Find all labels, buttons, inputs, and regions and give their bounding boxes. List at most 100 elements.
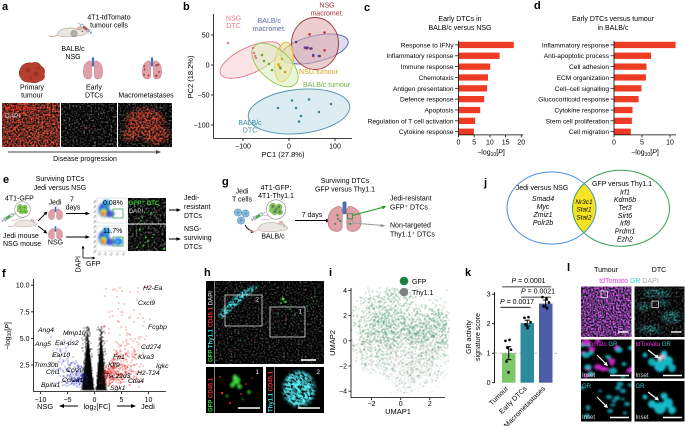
svg-text:Tet3: Tet3: [618, 205, 631, 212]
svg-text:Inset: Inset: [636, 415, 649, 421]
svg-text:Trim30b: Trim30b: [34, 362, 59, 369]
svg-text:GFP: GFP: [86, 261, 101, 268]
svg-text:DTC: DTC: [652, 267, 666, 274]
svg-text:Glucocorticoid response: Glucocorticoid response: [538, 97, 609, 104]
svg-text:ECM organization: ECM organization: [557, 75, 610, 82]
svg-text:Igkc: Igkc: [156, 363, 169, 370]
svg-text:DTCs: DTCs: [85, 93, 103, 100]
svg-text:15: 15: [502, 139, 510, 146]
svg-text:GFP Thy1.1 CD45.1 DAPI: GFP Thy1.1 CD45.1 DAPI: [209, 291, 215, 362]
svg-text:Mmp10: Mmp10: [63, 330, 86, 337]
svg-text:Stat2: Stat2: [576, 214, 592, 221]
svg-text:BALB/c tumour: BALB/c tumour: [303, 82, 351, 89]
svg-text:f: f: [2, 268, 6, 280]
svg-text:Defence response: Defence response: [400, 97, 454, 104]
svg-text:Ear-ps2: Ear-ps2: [55, 340, 79, 347]
svg-text:Anti-apoptotic process: Anti-apoptotic process: [544, 53, 610, 60]
svg-text:−4: −4: [339, 389, 347, 396]
svg-text:Thy1.1: Thy1.1: [412, 290, 434, 297]
svg-text:P = 0.0001: P = 0.0001: [512, 278, 546, 285]
svg-text:PC1 (27.8%): PC1 (27.8%): [262, 150, 305, 159]
svg-text:d: d: [534, 0, 541, 12]
svg-text:Ear10: Ear10: [52, 352, 70, 359]
svg-text:Primary: Primary: [20, 85, 45, 92]
svg-text:H2-T24: H2-T24: [137, 370, 160, 377]
svg-text:DTCs: DTCs: [184, 213, 202, 220]
svg-text:Myc: Myc: [537, 204, 550, 211]
svg-text:Stem cell proliferation: Stem cell proliferation: [546, 118, 610, 125]
svg-text:5: 5: [640, 139, 644, 146]
svg-text:7.5: 7.5: [20, 309, 30, 316]
svg-text:Stat1: Stat1: [576, 207, 592, 214]
svg-text:Jedi versus NSG: Jedi versus NSG: [34, 185, 87, 192]
svg-text:k: k: [465, 267, 472, 279]
svg-text:Inflammatory response: Inflammatory response: [386, 53, 453, 60]
svg-text:−log10[P]: −log10[P]: [5, 322, 13, 350]
svg-text:GR: GR: [636, 384, 646, 390]
svg-text:Immune response: Immune response: [401, 64, 454, 71]
svg-text:BALB/c: BALB/c: [61, 46, 85, 53]
svg-text:Inset: Inset: [582, 415, 595, 421]
svg-text:GFP⁺ DTCs: GFP⁺ DTCs: [390, 205, 428, 212]
svg-text:0: 0: [206, 63, 210, 70]
svg-text:signature score: signature score: [475, 313, 482, 361]
svg-text:Jedi-: Jedi-: [184, 195, 200, 202]
svg-text:tumour cells: tumour cells: [90, 23, 128, 30]
svg-text:7: 7: [70, 197, 74, 204]
svg-text:Thy1.1⁺ DTCs: Thy1.1⁺ DTCs: [390, 232, 435, 239]
svg-text:Tsc22d3: Tsc22d3: [105, 373, 131, 380]
svg-text:macromet.: macromet.: [253, 26, 286, 33]
svg-text:100: 100: [329, 144, 341, 151]
svg-text:Bpifa1: Bpifa1: [41, 382, 60, 389]
svg-text:Surviving DTCs: Surviving DTCs: [321, 178, 370, 185]
svg-text:UMAP2: UMAP2: [328, 330, 337, 356]
svg-text:0.08%: 0.08%: [103, 200, 123, 207]
svg-text:Non-targeted: Non-targeted: [390, 223, 431, 230]
svg-text:GFP versus Thy1.1: GFP versus Thy1.1: [592, 181, 652, 188]
svg-text:0: 0: [612, 139, 616, 146]
svg-text:Disease progression: Disease progression: [53, 156, 117, 163]
svg-text:BALB/c versus NSG: BALB/c versus NSG: [428, 25, 491, 32]
svg-text:Cd274: Cd274: [141, 344, 161, 351]
svg-text:DAPI: DAPI: [129, 208, 144, 215]
svg-text:NSG: NSG: [48, 240, 63, 247]
svg-text:Inset: Inset: [636, 373, 649, 379]
svg-text:−50: −50: [198, 93, 210, 100]
svg-text:−5: −5: [64, 397, 72, 404]
svg-text:h: h: [204, 267, 211, 279]
svg-text:DAPI: DAPI: [76, 256, 83, 272]
svg-text:50: 50: [202, 33, 210, 40]
svg-text:g: g: [222, 176, 229, 188]
svg-text:Zmiz1: Zmiz1: [532, 212, 552, 219]
svg-text:Cell–cell signalling: Cell–cell signalling: [555, 86, 610, 93]
svg-text:Ezh2: Ezh2: [617, 236, 633, 243]
svg-text:Klf9: Klf9: [108, 362, 120, 369]
svg-text:DTC: DTC: [243, 128, 257, 135]
svg-text:Ccl20: Ccl20: [66, 367, 84, 374]
svg-text:NSG-: NSG-: [184, 226, 202, 233]
svg-text:7 days: 7 days: [302, 212, 323, 219]
svg-text:0: 0: [457, 139, 461, 146]
svg-text:c: c: [364, 2, 370, 14]
svg-text:0: 0: [343, 338, 347, 345]
svg-text:PC2 (18.2%): PC2 (18.2%): [186, 55, 195, 98]
svg-text:4: 4: [343, 288, 347, 295]
svg-text:Early DTCs in: Early DTCs in: [438, 16, 481, 23]
svg-text:NSG mouse: NSG mouse: [3, 241, 41, 248]
svg-text:a: a: [2, 1, 9, 13]
svg-text:Sgk1: Sgk1: [110, 385, 126, 392]
svg-text:10: 10: [486, 139, 494, 146]
svg-text:Cytokine response: Cytokine response: [399, 129, 454, 136]
svg-text:Inset: Inset: [582, 373, 595, 379]
svg-text:Jedi: Jedi: [141, 402, 155, 411]
svg-text:2: 2: [343, 313, 347, 320]
svg-text:Irf1: Irf1: [620, 189, 630, 196]
svg-text:1: 1: [255, 369, 259, 376]
svg-text:2: 2: [487, 321, 491, 328]
svg-text:Early: Early: [86, 85, 102, 92]
svg-text:GFP: GFP: [412, 279, 427, 286]
svg-text:j: j: [483, 177, 487, 189]
svg-text:tdTomato GR: tdTomato GR: [636, 342, 672, 348]
svg-text:Tumour: Tumour: [594, 267, 619, 274]
svg-text:Sirt6: Sirt6: [618, 213, 633, 220]
